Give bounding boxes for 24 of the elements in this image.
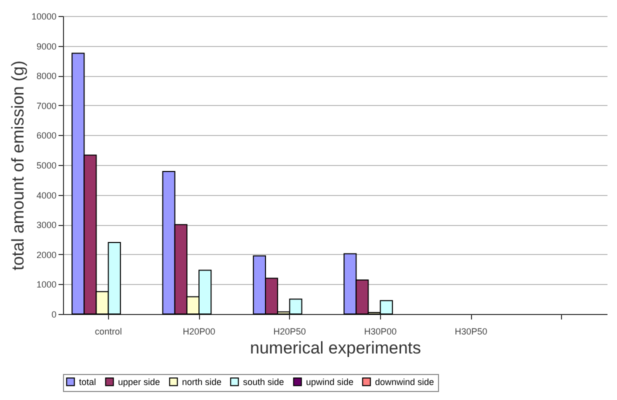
legend-label: north side (182, 376, 222, 387)
y-tick-label: 6000 (36, 130, 56, 141)
legend-label: south side (243, 376, 284, 387)
y-tick-label: 3000 (36, 220, 56, 230)
y-tick-label: 7000 (36, 100, 56, 111)
y-axis-title: total amount of emission (g) (8, 60, 28, 270)
x-tick-label: H20P50 (273, 326, 306, 336)
x-tick-label: H30P00 (364, 326, 397, 336)
legend-label: total (79, 376, 96, 387)
y-tick-label: 10000 (31, 12, 56, 22)
y-tick-label: 4000 (36, 190, 56, 200)
y-tick-label: 2000 (36, 250, 56, 260)
legend-label: upwind side (306, 376, 354, 387)
y-tick-label: 1000 (36, 280, 56, 290)
y-tick-label: 9000 (36, 41, 56, 52)
x-axis-title: numerical experiments (250, 338, 422, 358)
y-tick-label: 8000 (36, 71, 56, 82)
y-tick-label: 0 (51, 310, 56, 320)
x-tick-label: control (94, 326, 122, 336)
legend-label: downwind side (375, 376, 434, 387)
x-tick-label: H30P50 (454, 326, 488, 336)
y-tick-label: 5000 (36, 160, 56, 170)
legend-label: upper side (118, 376, 160, 387)
x-tick-label: H20P00 (182, 326, 216, 336)
